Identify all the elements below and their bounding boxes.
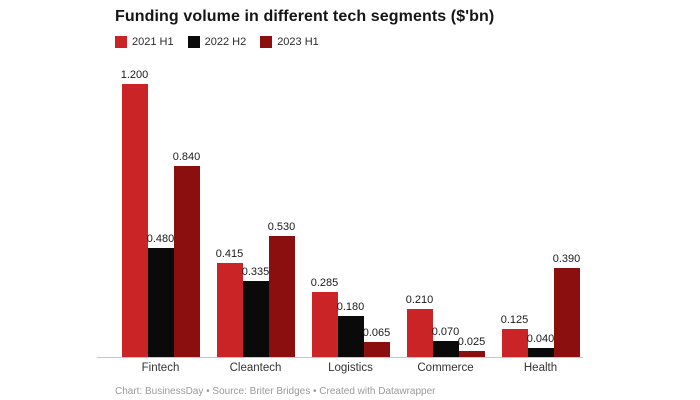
bar-2021-h1-commerce: 0.210 [406, 294, 433, 357]
bar-value-label: 0.415 [215, 248, 244, 260]
bar-2022-h2-cleantech: 0.335 [242, 266, 269, 357]
bar-group-commerce: 0.210 0.070 0.025 [398, 84, 493, 357]
x-axis-label-logistics: Logistics [328, 362, 373, 374]
bar-2023-h1-commerce: 0.025 [458, 336, 485, 357]
x-axis-label-health: Health [523, 362, 558, 374]
bar-value-label: 0.390 [552, 253, 581, 265]
bar-group-health: 0.125 0.040 0.390 [493, 84, 588, 357]
legend-swatch-icon [260, 36, 273, 48]
legend-swatch-icon [187, 36, 200, 48]
bar-value-label: 0.210 [405, 294, 434, 306]
x-axis-labels: Fintech Cleantech Logistics Commerce Health [113, 362, 588, 374]
bar-value-label: 1.200 [120, 69, 149, 81]
legend-swatch-icon [115, 36, 127, 48]
bar-value-label: 0.040 [526, 333, 555, 345]
bar-2021-h1-logistics: 0.285 [311, 277, 338, 357]
legend: 2021 H1 2022 H2 2023 H1 [115, 36, 319, 48]
bar-group-cleantech: 0.415 0.335 0.530 [208, 84, 303, 357]
x-axis-label-fintech: Fintech [141, 362, 180, 374]
bar-2022-h2-fintech: 0.480 [147, 233, 174, 357]
chart-footer: Chart: BusinessDay • Source: Briter Brid… [115, 386, 436, 397]
bar-value-label: 0.285 [310, 277, 339, 289]
x-axis-line [97, 357, 583, 358]
legend-item: 2022 H2 [187, 36, 247, 48]
bar-2021-h1-cleantech: 0.415 [216, 248, 243, 357]
bar-2023-h1-logistics: 0.065 [363, 327, 390, 357]
bar-value-label: 0.125 [500, 314, 529, 326]
bar-value-label: 0.840 [172, 151, 201, 163]
bar-value-label: 0.335 [241, 266, 270, 278]
legend-label: 2022 H2 [204, 36, 247, 48]
bar-value-label: 0.480 [146, 233, 175, 245]
bar-2022-h2-health: 0.040 [527, 333, 554, 357]
legend-label: 2021 H1 [132, 36, 174, 48]
bar-2021-h1-fintech: 1.200 [121, 69, 148, 357]
x-axis-label-commerce: Commerce [417, 362, 474, 374]
bar-2022-h2-logistics: 0.180 [337, 301, 364, 357]
x-axis-label-cleantech: Cleantech [229, 362, 282, 374]
legend-item: 2021 H1 [115, 36, 174, 48]
bar-2023-h1-health: 0.390 [553, 253, 580, 357]
plot-area: 1.200 0.480 0.840 0.415 0.335 0.530 0.285 0.180… [113, 69, 588, 357]
legend-label: 2023 H1 [277, 36, 319, 48]
bar-2021-h1-health: 0.125 [501, 314, 528, 357]
bar-group-logistics: 0.285 0.180 0.065 [303, 84, 398, 357]
bar-group-fintech: 1.200 0.480 0.840 [113, 69, 208, 357]
bar-2022-h2-commerce: 0.070 [432, 326, 459, 357]
bar-value-label: 0.070 [431, 326, 460, 338]
bar-value-label: 0.530 [267, 221, 296, 233]
chart-title: Funding volume in different tech segment… [115, 8, 495, 25]
bar-2023-h1-fintech: 0.840 [173, 151, 200, 357]
legend-item: 2023 H1 [260, 36, 319, 48]
bar-value-label: 0.025 [457, 336, 486, 348]
bar-value-label: 0.065 [362, 327, 391, 339]
bar-value-label: 0.180 [336, 301, 365, 313]
bar-2023-h1-cleantech: 0.530 [268, 221, 295, 357]
